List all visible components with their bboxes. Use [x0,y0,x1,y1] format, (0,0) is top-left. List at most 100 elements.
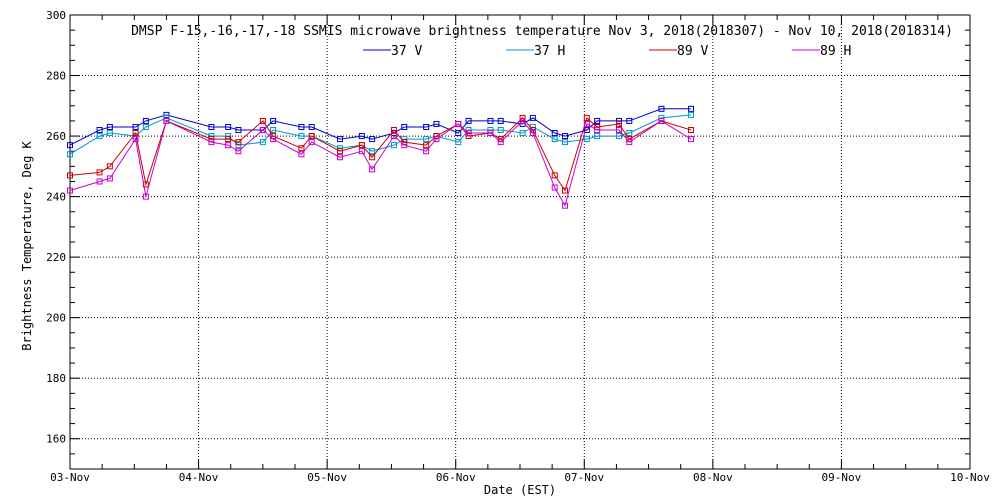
data-point [562,187,568,194]
data-point [583,114,590,121]
data-point [688,127,694,134]
data-point [616,133,622,140]
data-point [688,111,694,118]
data-point [235,142,242,149]
data-point [337,154,343,161]
data-point [67,172,73,179]
data-point [688,105,694,112]
data-point [259,139,266,146]
data-point [235,139,242,146]
legend-label: 37 V [391,44,422,59]
axes-layer: 160 180 200 220 240 260 280 300 03-Nov 04-Nov 05-N… [46,9,990,484]
data-point [142,193,149,200]
data-point [401,123,408,130]
data-point [358,133,365,140]
series-layer [67,105,694,209]
data-point [391,127,397,134]
data-point [594,133,601,140]
data-point [433,120,440,127]
data-point [551,172,558,179]
data-point [225,142,232,149]
data-point [142,117,149,124]
data-point [298,133,305,140]
data-point [551,184,558,191]
x-tick-label: 07-Nov [564,471,604,484]
data-point [132,136,139,143]
data-point [163,117,170,124]
data-point [562,139,568,146]
data-point [208,139,215,146]
data-point [298,151,305,158]
data-point [298,145,305,152]
data-point [529,130,536,137]
data-point [270,117,277,124]
data-point [616,117,622,124]
data-point [96,133,103,140]
series-37-v [67,105,694,149]
series-89-h [67,117,694,209]
data-point [142,123,149,130]
data-point [259,127,266,134]
series-line [69,120,692,208]
y-tick-label: 260 [46,130,66,143]
data-point [235,148,242,155]
data-point [308,139,315,146]
data-point [594,117,601,124]
x-tick-label: 05-Nov [307,471,347,484]
legend-label: 37 H [534,44,565,59]
data-point [562,202,568,209]
data-point [658,117,665,124]
data-point [358,142,365,149]
data-point [67,151,73,158]
data-point [423,123,430,130]
chart-title: DMSP F-15,-16,-17,-18 SSMIS microwave br… [131,24,953,39]
data-point [616,127,622,134]
y-tick-label: 160 [46,433,66,446]
data-point [106,163,113,170]
data-point [626,130,633,137]
data-point [465,117,472,124]
data-point [358,148,365,155]
data-point [519,130,526,137]
data-point [658,105,665,112]
data-point [626,139,633,146]
data-point [225,123,232,130]
data-point [529,114,536,121]
data-point [401,142,408,149]
data-point [433,136,440,143]
data-point [308,133,315,140]
legend: 37 V 37 H 89 V 89 H [363,44,851,59]
data-point [626,117,633,124]
data-point [562,133,568,140]
data-point [132,123,139,130]
x-tick-label: 06-Nov [436,471,476,484]
data-point [487,117,494,124]
data-point [106,130,113,137]
data-point [208,123,215,130]
y-tick-label: 280 [46,70,66,83]
data-point [455,120,462,127]
x-tick-label: 08-Nov [693,471,733,484]
legend-label: 89 H [820,44,851,59]
data-point [67,142,73,149]
data-point [497,117,504,124]
data-point [298,123,305,130]
data-point [391,142,397,149]
data-point [455,139,462,146]
data-point [497,139,504,146]
data-point [132,130,139,137]
data-point [369,148,376,155]
data-point [688,136,694,143]
data-point [270,136,277,143]
series-line [69,114,692,155]
data-point [96,178,103,185]
data-point [465,130,472,137]
data-point [583,136,590,143]
data-point [96,127,103,134]
data-point [308,123,315,130]
data-point [423,136,430,143]
data-point [465,133,472,140]
data-point [423,148,430,155]
data-point [369,166,376,173]
data-point [106,175,113,182]
